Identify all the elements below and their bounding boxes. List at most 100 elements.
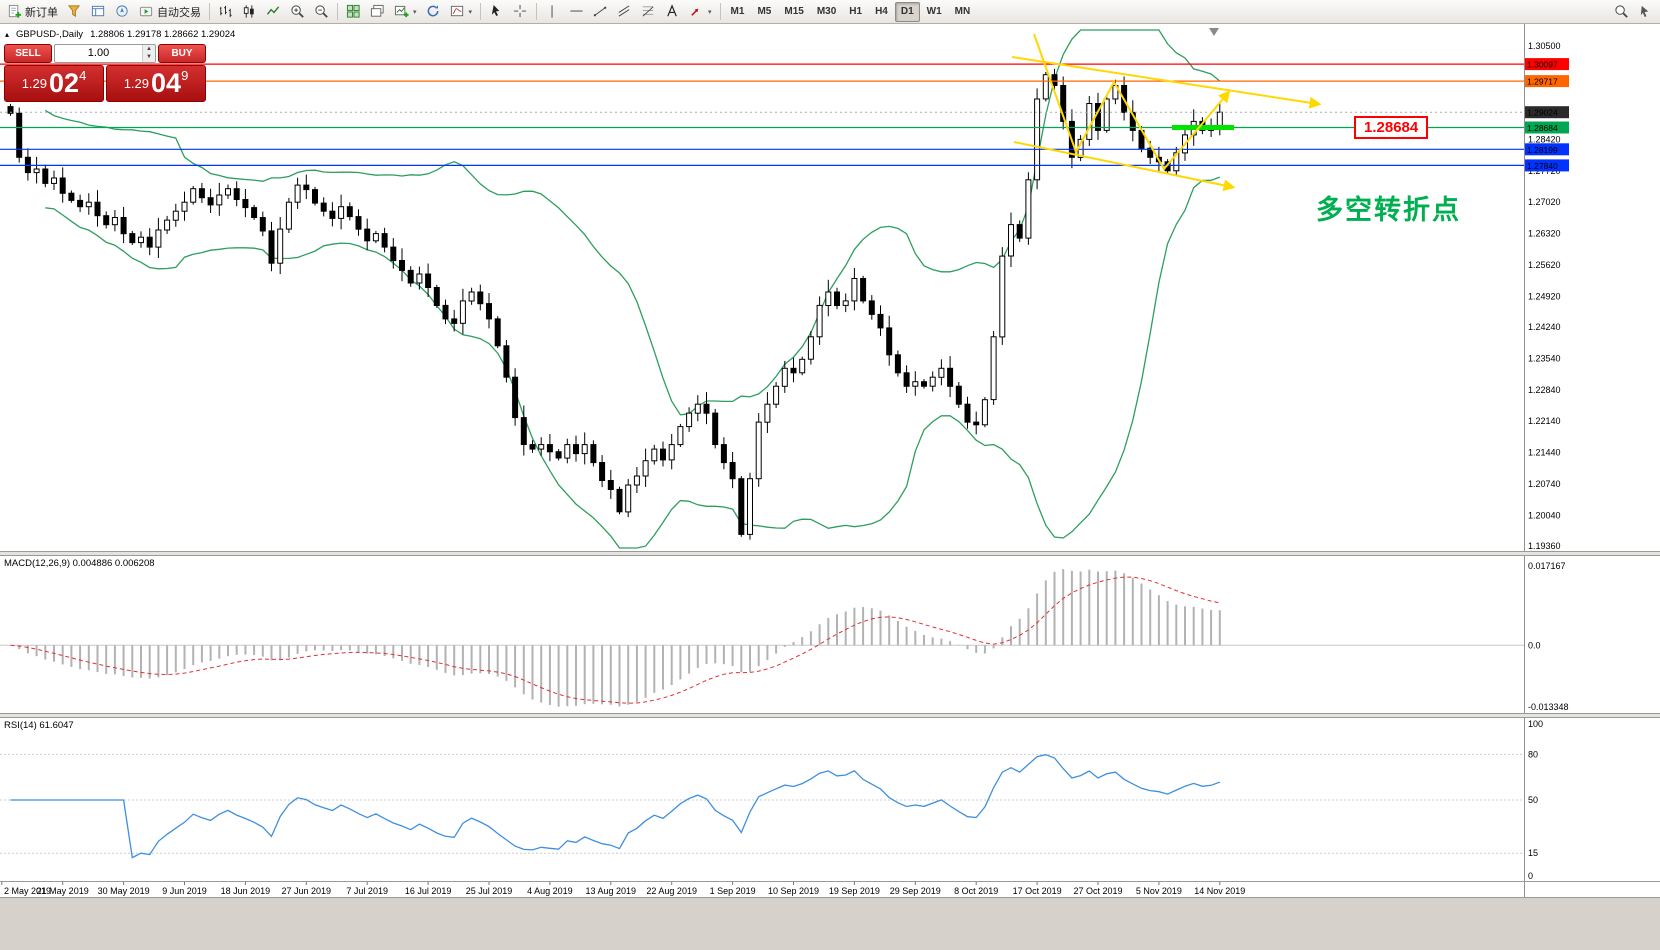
profiles-button[interactable] <box>63 2 86 22</box>
cascade-windows-button[interactable] <box>366 2 389 22</box>
price-tick-label: 1.20040 <box>1528 511 1561 521</box>
date-label: 9 Jun 2019 <box>162 886 207 896</box>
profiles-icon <box>67 5 81 18</box>
timeframe-m1-button[interactable]: M1 <box>725 2 751 22</box>
price-tag-label: 1.28199 <box>1527 145 1558 155</box>
timeframe-m30-button[interactable]: M30 <box>811 2 842 22</box>
price-tick-label: 1.25620 <box>1528 260 1561 270</box>
search-icon <box>1615 5 1628 18</box>
refresh-icon <box>427 5 438 17</box>
upper-trendline[interactable] <box>1011 56 1322 109</box>
price-tick-label: 1.20740 <box>1528 479 1561 489</box>
line-chart-icon <box>266 6 280 15</box>
line-chart-button[interactable] <box>262 2 285 22</box>
one-click-trading-panel: SELL 1.00 ▲ ▼ BUY 1.29 02 4 1.29 04 9 <box>4 44 206 102</box>
chart-title: ▴ GBPUSD-,Daily 1.28806 1.29178 1.28662 … <box>5 29 235 40</box>
text-icon <box>667 4 677 17</box>
new-order-button[interactable]: 新订单 <box>3 2 62 22</box>
channel-tool-button[interactable] <box>613 2 636 22</box>
text-tool-button[interactable] <box>661 2 684 22</box>
toolbar-separator <box>719 3 721 20</box>
price-tag <box>1525 58 1569 71</box>
toolbar-separator <box>480 3 482 20</box>
bollinger-lower-band <box>45 176 1221 549</box>
date-label: 29 Sep 2019 <box>890 886 941 896</box>
timeframe-m15-button[interactable]: M15 <box>778 2 809 22</box>
price-tag-label: 1.29024 <box>1527 108 1558 118</box>
chart-symbol-icon: ▴ <box>5 30 10 39</box>
ohlc-values: 1.28806 1.29178 1.28662 1.29024 <box>90 29 236 40</box>
macd-axis-min: -0.013348 <box>1528 702 1569 712</box>
vertical-line-tool-button[interactable] <box>541 2 564 22</box>
price-tick-label: 1.19360 <box>1528 541 1561 551</box>
timeframe-h4-button[interactable]: H4 <box>869 2 894 22</box>
toolbar-separator <box>337 3 338 20</box>
price-tick-label: 1.22140 <box>1528 416 1561 426</box>
timeframe-h1-button[interactable]: H1 <box>843 2 868 22</box>
price-tick-label: 1.24240 <box>1528 322 1561 332</box>
candlestick-chart-button[interactable] <box>238 2 261 22</box>
sell-price-button[interactable]: 1.29 02 4 <box>4 65 104 102</box>
panel-separator[interactable] <box>0 551 1660 556</box>
volume-value[interactable]: 1.00 <box>87 47 110 59</box>
timeframe-d1-button[interactable]: D1 <box>894 1 920 22</box>
price-tag-label: 1.30097 <box>1527 60 1558 70</box>
price-tick-label: 1.24920 <box>1528 291 1561 301</box>
new-chart-button[interactable]: ▾ <box>390 2 421 22</box>
refresh-button[interactable] <box>422 2 445 22</box>
volume-increase-button[interactable]: ▲ <box>143 45 155 54</box>
timeframe-w1-button[interactable]: W1 <box>921 2 948 22</box>
trendline-tool-button[interactable] <box>589 2 612 22</box>
timeframe-mn-button[interactable]: MN <box>949 2 977 22</box>
bar-chart-button[interactable] <box>214 2 237 22</box>
zoom-out-button[interactable] <box>310 2 333 22</box>
date-label: 30 May 2019 <box>98 886 150 896</box>
candles-layer <box>7 68 1223 540</box>
navigator-button[interactable] <box>111 2 134 22</box>
price-callout[interactable]: 1.28684 <box>1354 116 1429 139</box>
volume-decrease-button[interactable]: ▼ <box>143 53 155 62</box>
pivot-annotation[interactable]: 多空转折点 <box>1316 195 1461 225</box>
indicators-button[interactable]: ▾ <box>446 2 477 22</box>
data-window-button[interactable] <box>87 2 110 22</box>
tile-windows-button[interactable] <box>342 2 365 22</box>
buy-price-sup: 9 <box>181 68 189 83</box>
bar-chart-icon <box>219 5 232 18</box>
buy-button[interactable]: BUY <box>158 44 206 63</box>
auto-trading-button[interactable]: 自动交易 <box>135 2 205 22</box>
dropdown-caret-icon: ▾ <box>468 8 473 16</box>
toolbar-separator <box>209 3 210 20</box>
search-symbol-button[interactable] <box>1610 2 1633 22</box>
rsi-line <box>10 754 1221 859</box>
horizontal-line-tool-button[interactable] <box>565 2 588 22</box>
zigzag-path[interactable] <box>1033 33 1231 171</box>
macd-signal-line <box>10 576 1220 704</box>
volume-input[interactable]: 1.00 ▲ ▼ <box>54 44 156 63</box>
cursor-button[interactable] <box>485 2 508 22</box>
macd-histogram <box>18 569 1221 707</box>
buy-price-big: 04 <box>151 68 182 98</box>
zoom-in-icon <box>291 5 304 18</box>
fibonacci-tool-button[interactable] <box>637 2 660 22</box>
timeframe-m5-button[interactable]: M5 <box>751 2 777 22</box>
sell-button[interactable]: SELL <box>4 44 52 63</box>
quick-navigation-button[interactable] <box>1634 2 1657 22</box>
price-tick-label: 1.26320 <box>1528 229 1561 239</box>
crosshair-icon <box>513 4 527 18</box>
buy-price-button[interactable]: 1.29 04 9 <box>106 65 206 102</box>
panel-separator[interactable] <box>0 713 1660 718</box>
lower-trendline[interactable] <box>1013 141 1236 192</box>
rsi-indicator-label: RSI(14) 61.6047 <box>4 720 74 731</box>
indicators-icon <box>450 5 463 17</box>
date-label: 13 Aug 2019 <box>586 886 637 896</box>
zoom-in-button[interactable] <box>286 2 309 22</box>
price-tag <box>1525 75 1569 88</box>
date-label: 22 Aug 2019 <box>646 886 697 896</box>
navigator-icon <box>116 5 128 17</box>
price-tag-label: 1.29717 <box>1527 77 1558 87</box>
chart-shift-marker[interactable] <box>1209 28 1219 36</box>
date-label: 10 Sep 2019 <box>768 886 819 896</box>
crosshair-button[interactable] <box>509 2 532 22</box>
arrows-tool-button[interactable]: ▾ <box>685 2 716 22</box>
